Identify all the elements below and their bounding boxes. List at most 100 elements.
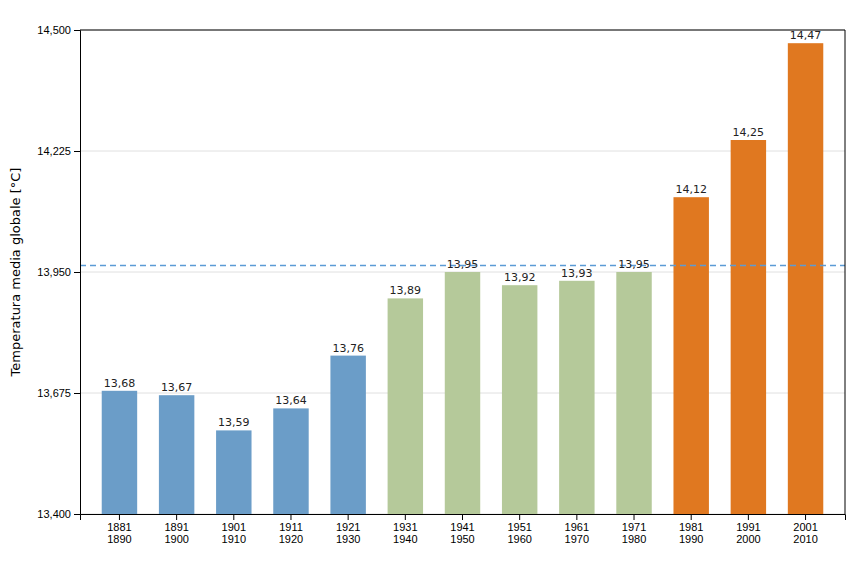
x-tick: 19611970 [565,514,589,545]
x-tick-label-line: 1931 [393,521,417,533]
bar [330,356,365,514]
x-tick-label-line: 1991 [736,521,760,533]
data-label: 14,25 [733,126,765,139]
y-tick-mark [74,151,80,152]
x-tick-label: 18811890 [107,521,131,546]
y-tick-label: 13,950 [37,266,71,278]
x-tick-label-line: 1960 [507,533,531,545]
grid-line [80,30,845,31]
x-tick-mark [176,514,177,520]
x-tick-label-line: 1950 [450,533,474,545]
x-tick-label-line: 1911 [279,521,303,533]
x-tick: 19211930 [336,514,360,545]
x-tick-mark [290,514,291,520]
y-tick-mark [74,30,80,31]
x-tick-label: 19011910 [222,521,246,546]
x-tick-label-line: 1881 [107,521,131,533]
x-tick: 19912000 [736,514,760,545]
y-axis: 13,40013,67513,95014,22514,500 [37,24,80,520]
x-tick-label-line: 1951 [507,521,531,533]
x-tick: 19111920 [279,514,303,545]
x-tick: 18811890 [107,514,131,545]
x-tick-label-line: 1891 [164,521,188,533]
data-label: 13,93 [561,267,593,280]
x-axis-line [81,515,846,521]
x-tick: 20012010 [793,514,817,545]
data-label: 14,12 [675,183,707,196]
y-tick: 13,400 [37,508,80,520]
bar [273,408,308,514]
y-tick-mark [74,514,80,515]
bar [388,298,423,514]
x-tick-label: 19711980 [622,521,646,546]
x-tick-label-line: 2000 [736,533,760,545]
x-tick-mark [348,514,349,520]
x-tick-label-line: 1961 [565,521,589,533]
bar [616,272,651,514]
x-tick-label: 19611970 [565,521,589,546]
x-tick-label-line: 1971 [622,521,646,533]
x-tick-label-line: 2001 [793,521,817,533]
x-tick: 19511960 [507,514,531,545]
x-tick-mark [748,514,749,520]
frame-top [80,30,845,31]
x-tick-label: 19511960 [507,521,531,546]
bar [559,281,594,514]
x-tick: 19011910 [222,514,246,545]
x-tick-label-line: 1981 [679,521,703,533]
y-tick: 13,950 [37,266,80,278]
x-tick-mark [119,514,120,520]
x-tick-label: 19211930 [336,521,360,546]
x-tick-label: 20012010 [793,521,817,546]
bar [788,43,823,514]
y-tick: 14,225 [37,145,80,157]
bar [502,285,537,514]
data-labels: 13,6813,6713,5913,6413,7613,8913,9513,92… [104,29,822,429]
bar [216,430,251,514]
y-tick-mark [74,393,80,394]
bar [731,140,766,514]
x-tick-mark [405,514,406,520]
data-label: 13,67 [161,381,193,394]
x-tick-label-line: 1921 [336,521,360,533]
x-tick-label-line: 1901 [222,521,246,533]
x-tick-label-line: 1910 [222,533,246,545]
x-tick-mark [576,514,577,520]
bar [159,395,194,514]
x-tick-mark [462,514,463,520]
y-tick-mark [74,272,80,273]
x-tick-label-line: 1990 [679,533,703,545]
x-tick-label: 19811990 [679,521,703,546]
y-tick: 14,500 [37,24,80,36]
x-tick-label: 19111920 [279,521,303,546]
chart: 13,40013,67513,95014,22514,5001881189018… [0,0,865,569]
x-tick-label-line: 1970 [565,533,589,545]
frame-right [845,30,846,514]
x-tick-mark [634,514,635,520]
x-tick-mark [519,514,520,520]
x-tick: 19811990 [679,514,703,545]
x-tick: 19711980 [622,514,646,545]
data-label: 13,64 [275,394,307,407]
y-axis-title: Temperatura media globale [°C] [8,168,23,378]
y-tick-label: 14,500 [37,24,71,36]
x-tick-label-line: 1930 [336,533,360,545]
x-tick: 18911900 [164,514,188,545]
x-tick-label: 19912000 [736,521,760,546]
x-tick-label-line: 1940 [393,533,417,545]
x-tick-label-line: 1900 [164,533,188,545]
data-label: 13,89 [390,284,422,297]
bar [673,197,708,514]
marks [80,43,845,514]
data-label: 13,76 [332,342,364,355]
y-tick-label: 13,400 [37,508,71,520]
grid [80,30,845,514]
plot: 13,40013,67513,95014,22514,5001881189018… [37,24,845,545]
grid-line [80,151,845,152]
x-tick-label-line: 2010 [793,533,817,545]
x-tick-label: 19311940 [393,521,417,546]
x-tick-mark [691,514,692,520]
x-tick: 19311940 [393,514,417,545]
x-tick: 19411950 [450,514,474,545]
y-axis-line [74,31,81,515]
